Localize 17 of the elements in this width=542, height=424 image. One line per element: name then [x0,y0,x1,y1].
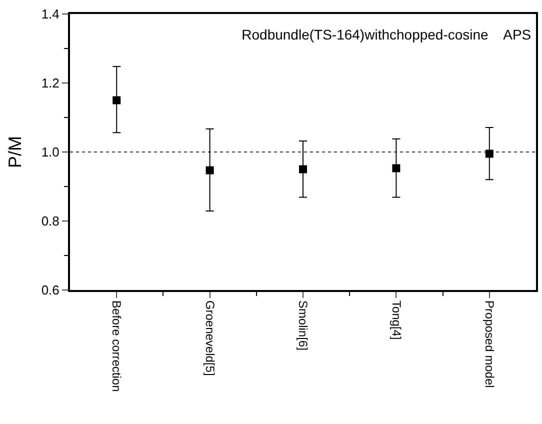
x-tick-label: Smolin[6] [296,300,310,350]
y-tick-label: 1.4 [41,6,60,22]
point [485,150,494,158]
y-tick-label: 0.8 [41,214,60,229]
y-tick-label: 1.0 [41,144,60,160]
point [392,164,400,172]
point [206,166,214,174]
x-tick-label: Groeneveld[5] [202,300,217,376]
y-tick-label: 0.6 [41,282,60,298]
x-tick-label: Proposed model [482,300,496,388]
y-tick-label: 1.2 [41,76,60,91]
y-axis-title: P/M [5,136,26,168]
text: Rodbundle(TS-164)withchopped-cosine APS [242,26,532,42]
x-tick-label: Tong[4] [389,300,404,340]
point [112,96,121,104]
point [299,165,307,174]
x-tick-label: Before correction [110,300,124,392]
